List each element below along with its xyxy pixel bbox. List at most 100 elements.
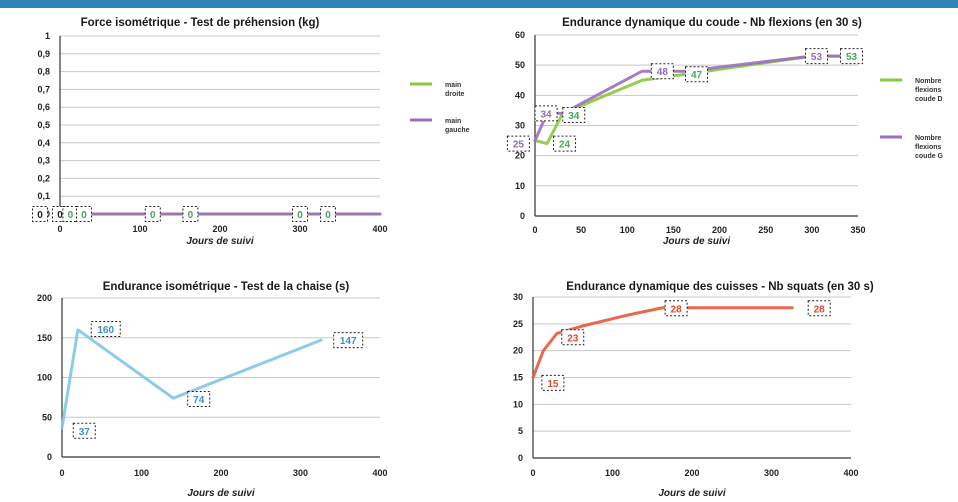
data-label-box: [72, 422, 96, 439]
x-tick-label: 0: [532, 225, 537, 235]
data-label-box: [685, 66, 708, 83]
x-tick-label: 100: [132, 224, 147, 234]
x-tick-label: 0: [57, 224, 62, 234]
y-tick-label: 0: [47, 452, 52, 462]
data-label-box: [553, 135, 577, 152]
x-tick-label: 400: [843, 468, 858, 478]
x-tick-label: 100: [134, 468, 149, 478]
x-axis-title: Jours de suivi: [663, 236, 730, 247]
y-tick-label: 15: [513, 373, 523, 383]
legend-label: Nombre flexions coude G: [915, 135, 944, 160]
x-tick-label: 100: [620, 225, 635, 235]
x-tick-label: 200: [212, 224, 227, 234]
x-axis-title: Jours de suivi: [658, 488, 725, 499]
data-label: 0: [81, 210, 87, 221]
y-tick-label: 20: [515, 151, 525, 161]
y-tick-label: 30: [513, 292, 523, 302]
data-label-box: [292, 206, 308, 222]
y-tick-label: 100: [37, 373, 52, 383]
x-tick-label: 300: [293, 468, 308, 478]
x-tick-label: 150: [666, 225, 681, 235]
y-tick-label: 0,6: [37, 102, 50, 112]
x-tick-label: 400: [372, 468, 387, 478]
data-label: 160: [97, 325, 114, 336]
data-label: 0: [37, 210, 43, 221]
data-label: 0: [68, 210, 74, 221]
data-label-box: [62, 206, 79, 222]
series-line-1: [531, 306, 794, 379]
legend-label: main gauche: [445, 118, 470, 134]
data-label: 25: [513, 140, 525, 151]
x-tick-label: 0: [59, 468, 64, 478]
data-label: 0: [325, 210, 331, 221]
y-tick-label: 20: [513, 346, 523, 356]
y-tick-label: 10: [515, 181, 525, 191]
y-tick-label: 40: [515, 90, 525, 100]
data-label-box: [804, 48, 828, 65]
data-label: 0: [150, 210, 156, 221]
y-tick-label: 0,9: [37, 49, 50, 59]
chart-2: Endurance dynamique du coude - Nb flexio…: [506, 17, 944, 247]
data-label-box: [506, 135, 530, 152]
data-label-box: [187, 390, 211, 407]
y-tick-label: 30: [515, 121, 525, 131]
chart-title: Endurance dynamique des cuisses - Nb squ…: [566, 281, 874, 293]
chart-3: Endurance isométrique - Test de la chais…: [37, 281, 388, 499]
chart-title: Endurance isométrique - Test de la chais…: [103, 281, 350, 293]
series-line-1: [60, 328, 323, 430]
y-tick-label: 0,3: [37, 156, 50, 166]
y-tick-label: 0,5: [37, 120, 50, 130]
y-tick-label: 200: [37, 293, 52, 303]
legend-label: Nombre flexions coude D: [915, 78, 943, 103]
data-label-box: [664, 300, 688, 317]
y-tick-label: 0,4: [37, 138, 50, 148]
data-label-box: [807, 300, 831, 317]
x-tick-label: 200: [684, 468, 699, 478]
data-label: 0: [188, 210, 194, 221]
data-label: 34: [568, 111, 580, 122]
x-tick-label: 200: [213, 468, 228, 478]
data-label: 53: [811, 52, 823, 63]
data-label: 47: [691, 70, 703, 81]
x-tick-label: 200: [712, 225, 727, 235]
data-label: 15: [547, 379, 559, 390]
y-tick-label: 0,7: [37, 84, 50, 94]
data-label-box: [182, 206, 199, 222]
data-label: 37: [79, 427, 91, 438]
y-tick-label: 60: [515, 30, 525, 40]
data-label: 24: [559, 140, 571, 151]
data-label: 48: [657, 67, 669, 78]
data-label: 28: [814, 304, 826, 315]
data-label-box: [561, 329, 585, 346]
x-axis-title: Jours de suivi: [187, 488, 254, 499]
data-label: 147: [340, 336, 357, 347]
y-tick-label: 0,1: [37, 191, 50, 201]
x-tick-label: 400: [372, 224, 387, 234]
y-tick-label: 0,2: [37, 173, 50, 183]
data-label-box: [144, 206, 161, 222]
y-tick-label: 50: [42, 412, 52, 422]
y-tick-label: 25: [513, 319, 523, 329]
data-label-box: [333, 332, 364, 349]
x-axis-title: Jours de suivi: [186, 236, 253, 247]
x-tick-label: 300: [292, 224, 307, 234]
y-tick-label: 10: [513, 399, 523, 409]
data-label-box: [32, 206, 48, 222]
chart-title: Force isométrique - Test de préhension (…: [81, 17, 320, 29]
x-tick-label: 300: [804, 225, 819, 235]
y-tick-label: 150: [37, 333, 52, 343]
data-label: 0: [57, 210, 63, 221]
data-label: 34: [541, 109, 553, 120]
data-label-box: [840, 48, 864, 65]
data-label-box: [76, 206, 92, 222]
data-label: 0: [297, 210, 303, 221]
data-label-box: [90, 321, 121, 338]
chart-title: Endurance dynamique du coude - Nb flexio…: [562, 17, 862, 29]
y-tick-label: 0,8: [37, 67, 50, 77]
x-tick-label: 50: [576, 225, 586, 235]
y-tick-label: 5: [518, 426, 523, 436]
data-label-box: [650, 63, 674, 80]
legend-label: main droite: [445, 82, 465, 98]
data-label-box: [541, 374, 565, 391]
